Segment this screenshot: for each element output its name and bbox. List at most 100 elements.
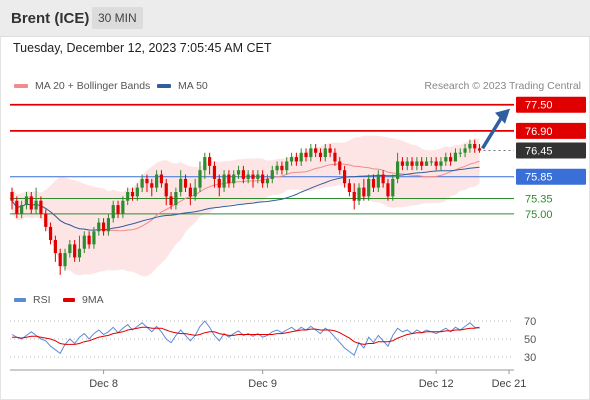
candle [463,148,467,153]
legend-9ma: 9MA [63,294,104,306]
header-bar: Brent (ICE) 30 MIN [0,0,590,37]
candle [111,205,115,219]
instrument-title: Brent (ICE) [11,10,90,27]
rsi-tick-2: 30 [524,352,536,364]
candle [101,222,106,232]
candle [352,192,356,201]
candle [39,200,43,214]
candle [48,226,53,240]
candle [280,165,284,171]
candle [106,218,110,232]
legend-9ma-label: 9MA [82,294,104,306]
candle [58,253,62,267]
candle [410,161,414,166]
candle [203,157,207,171]
candle [275,165,279,171]
level-label-2: 76.45 [525,146,553,158]
legend-ma20-label: MA 20 + Bollinger Bands [35,80,151,92]
candle [391,178,395,197]
rsi-swatch-icon [14,298,26,303]
candle [183,178,188,188]
x-label-1: Dec 9 [248,378,277,390]
ma20-swatch-icon [14,84,28,89]
candle [251,174,255,179]
rsi-tick-0: 70 [524,316,536,328]
candle [24,196,29,206]
candle [256,174,260,179]
candle [386,183,390,197]
candle [20,205,24,214]
candle [10,192,14,201]
candle [323,148,327,158]
level-label-5: 75.00 [525,209,553,221]
candle [29,196,33,210]
candle [53,240,57,254]
candle [415,161,419,166]
candle [145,178,149,184]
level-label-3: 75.85 [525,172,553,184]
candle [468,144,472,149]
candle [424,161,429,166]
candle [381,174,385,184]
candle [439,161,443,166]
level-tag-1 [516,122,586,139]
candle [270,170,274,179]
candle [347,183,351,192]
candle [405,161,409,166]
candle [232,174,236,184]
candle [198,170,202,188]
candle [241,170,245,179]
candle [126,192,130,201]
candle [299,152,303,162]
candle [116,205,120,214]
rsi-tick-1: 50 [524,334,536,346]
candle [73,244,77,258]
candle [376,174,380,188]
legend-ma50-label: MA 50 [178,80,208,92]
legend-ma50: MA 50 [157,80,208,92]
candle [179,178,183,192]
candle [453,152,458,162]
x-label-3: Dec 21 [492,378,527,390]
candle [222,174,226,188]
candle [130,192,135,197]
level-tag-3 [516,168,586,185]
legend-ma20: MA 20 + Bollinger Bands [14,80,150,92]
candle [44,213,48,227]
candle [159,174,164,184]
candle [135,187,139,197]
candle [285,161,289,171]
candle [458,152,462,154]
level-label-1: 76.90 [525,126,553,138]
rsi-line [11,320,480,356]
candle [155,174,159,188]
candle [473,144,477,149]
candle [338,161,342,171]
candle [371,178,376,188]
candle [150,183,154,188]
candle [357,187,361,201]
candle [318,152,323,158]
candle [246,174,250,179]
candle [77,248,82,258]
candle [342,170,347,184]
candle [434,161,438,166]
candle [164,183,168,197]
candle [362,187,366,197]
candle [396,161,400,179]
candle [265,178,270,184]
timeframe-badge[interactable]: 30 MIN [92,7,143,29]
candle [449,157,453,162]
candle [294,157,298,162]
candle [261,174,265,184]
candle [15,200,19,214]
level-tag-2 [516,142,586,159]
candle [169,196,173,206]
candle [429,161,433,163]
forecast-arrow-head [495,108,510,124]
candle [217,178,221,188]
candle [174,192,178,206]
candle [304,152,308,158]
credit-text: Research © 2023 Trading Central [424,80,581,92]
